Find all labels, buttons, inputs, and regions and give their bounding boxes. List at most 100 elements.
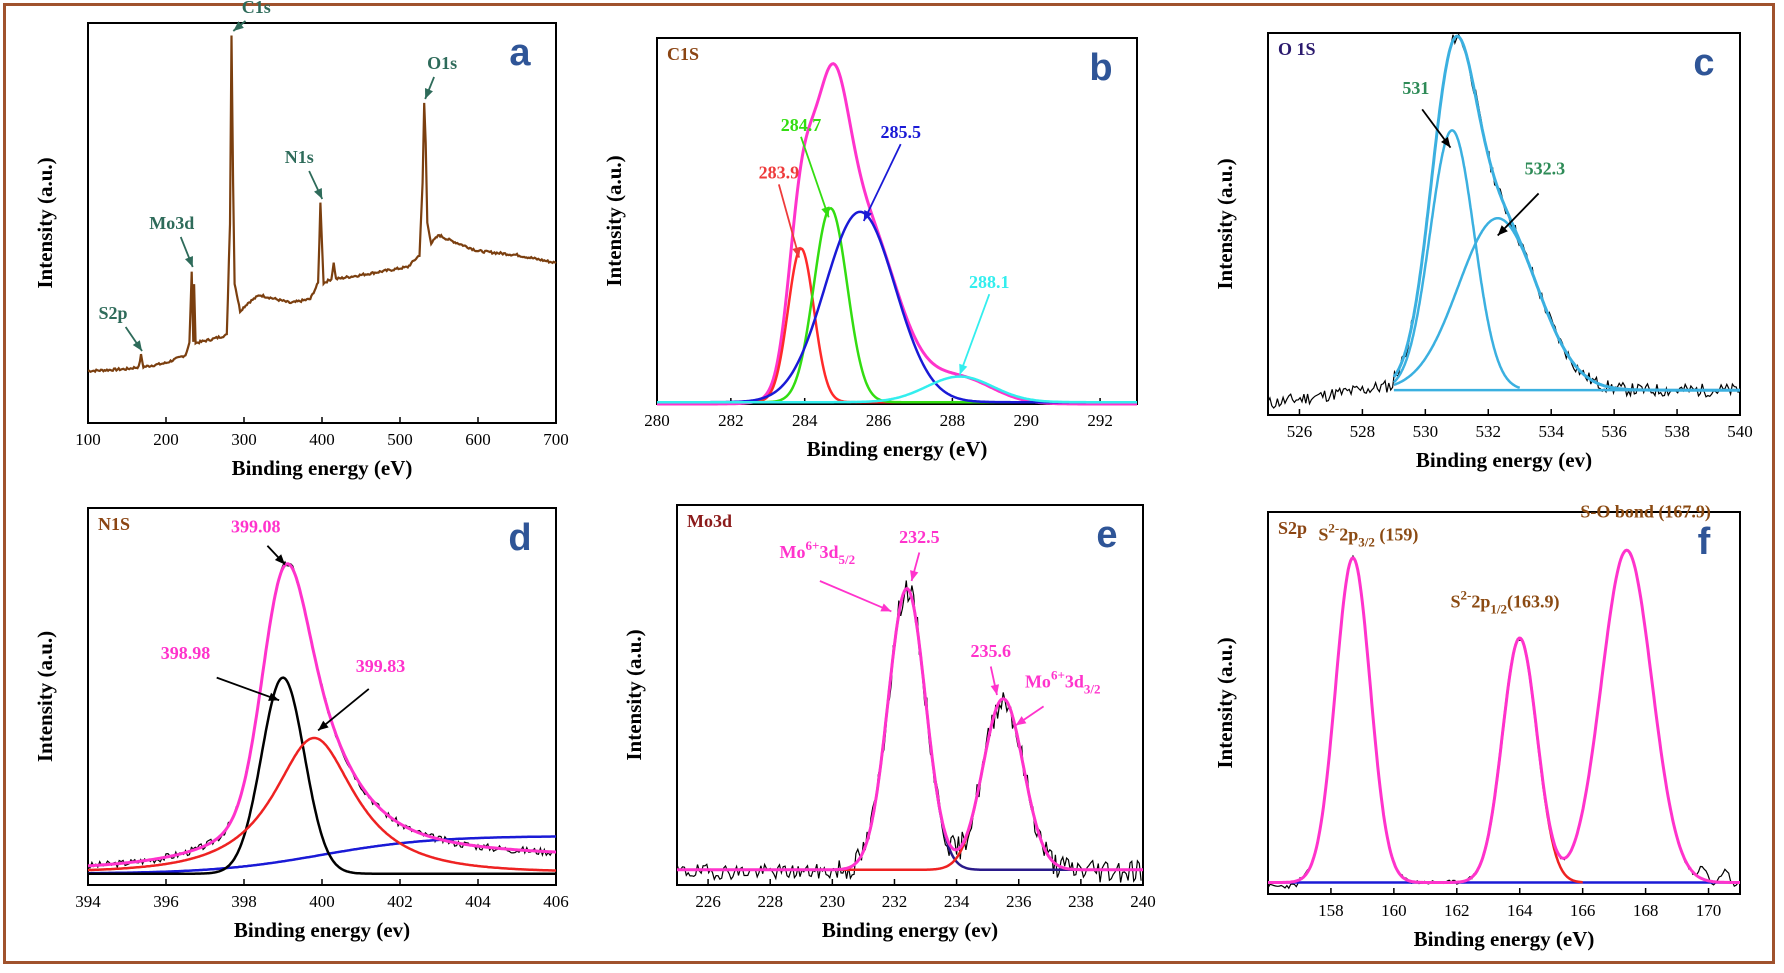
y-axis-label: Intensity (a.u.) [1213,158,1237,289]
peak-arrow-head [184,256,193,267]
x-tick-label: 200 [153,430,179,449]
survey-spectrum [87,35,557,374]
peak-arrow-head [233,21,244,31]
component-531 [1393,129,1521,389]
envelope-line [1268,548,1740,884]
panel-letter: d [508,517,531,559]
x-tick-label: 236 [1006,892,1032,911]
x-tick-label: 532 [1476,422,1502,441]
x-tick-label: 164 [1507,901,1533,920]
peak-label: 399.08 [231,517,281,537]
peak-label-167: S-O bond (167.9) [1580,502,1711,523]
x-tick-label: 600 [465,430,491,449]
x-tick-label: 230 [820,892,846,911]
element-label: S2p [1278,518,1307,538]
peak-arrow-head [132,340,143,351]
panel-f: 158 160 162 164 166 168 170 Binding energy (eV)… [1213,502,1741,951]
mo-3d52-arrow [819,580,892,613]
mo-3d52-arrow-head [880,603,892,612]
panel-letter: b [1089,47,1112,89]
peak-label: Mo3d [149,213,194,233]
peak-arrow [777,184,801,258]
x-tick-label: 280 [644,411,670,430]
panel-letter: e [1096,514,1117,556]
x-tick-label: 292 [1087,411,1113,430]
x-axis-label: Binding energy (ev) [234,918,410,942]
element-label: N1S [98,514,130,534]
panel-b: 280 282 284 286 288 290 292 Binding energy (eV)… [602,37,1138,461]
x-tick-label: 286 [866,411,892,430]
peak-arrow-head [863,210,873,221]
mo-3d32-arrow-head [1015,716,1027,726]
mo-3d52-label: Mo6+3d5/2 [780,538,856,567]
x-tick-label: 402 [387,892,413,911]
x-tick-label: 400 [309,892,335,911]
x-tick-label: 404 [465,892,491,911]
envelope-line [657,62,1137,406]
y-axis-label: Intensity (a.u.) [33,631,57,762]
component-283.9 [657,247,1137,404]
x-tick-label: 300 [231,430,257,449]
plot-area-d [87,507,557,886]
x-axis-label: Binding energy (ev) [1416,448,1592,472]
figure-frame [3,3,1775,964]
component-399 [87,736,556,872]
y-axis-label: Intensity (a.u.) [622,629,646,760]
peak-label: 398.98 [161,643,211,663]
envelope-line [1392,34,1740,392]
peak-arrow [862,143,902,222]
plot-area-f [1267,511,1741,895]
x-tick-label: 530 [1413,422,1439,441]
peak-arrow [317,688,370,732]
x-tick-label: 500 [387,430,413,449]
panel-letter: a [509,32,531,74]
baseline [88,835,556,875]
peak-label: 235.6 [971,641,1012,661]
x-tick-label: 396 [153,892,179,911]
x-tick-label: 170 [1696,901,1722,920]
element-label: C1S [667,44,699,64]
peak-label: O1s [427,53,457,73]
peak-arrow-head [425,88,433,99]
x-tick-label: 168 [1633,901,1659,920]
x-tick-label: 284 [792,411,818,430]
peak-arrow-head [314,188,323,199]
plot-area-c [1267,32,1741,416]
x-tick-label: 100 [75,430,101,449]
x-tick-label: 526 [1287,422,1313,441]
x-axis-label: Binding energy (ev) [822,918,998,942]
peak-arrow [216,676,280,702]
x-axis-label: Binding energy (eV) [1414,927,1595,951]
peak-arrow-head [959,363,968,375]
peak-arrow-head [910,570,919,581]
component-532 [1393,217,1740,392]
peak-arrow-head [268,692,280,701]
x-axis-label: Binding energy (eV) [232,456,413,480]
peak-arrow-head [1497,225,1508,236]
component-288.1 [657,375,1137,404]
x-tick-label: 162 [1444,901,1470,920]
x-tick-label: 240 [1130,892,1156,911]
raw-spectrum [676,580,1142,883]
component-398 [88,676,556,875]
x-tick-label: 232 [882,892,908,911]
x-tick-label: 158 [1318,901,1344,920]
x-tick-label: 528 [1350,422,1376,441]
x-tick-label: 234 [944,892,970,911]
component-284.7 [657,207,1137,404]
element-label: Mo3d [687,511,732,531]
x-tick-label: 226 [695,892,721,911]
x-tick-label: 538 [1664,422,1690,441]
panel-e: 226 228 230 232 234 236 238 240 Binding energy (… [622,504,1156,942]
component-1-2 [1456,636,1583,884]
x-tick-label: 406 [543,892,569,911]
peak-label: 283.9 [759,162,800,182]
raw-spectrum [87,560,555,870]
peak-label-163: S2-2p1/2(163.9) [1451,588,1560,617]
x-axis-label: Binding energy (eV) [807,437,988,461]
peak-label: 232.5 [899,527,940,547]
panel-a: 100 200 300 400 500 600 700 Binding energy (eV)… [33,0,569,480]
component-3d32 [677,697,1143,872]
peak-label: S2p [99,303,128,323]
